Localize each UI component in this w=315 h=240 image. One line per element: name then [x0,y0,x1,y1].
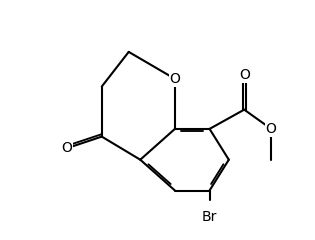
Text: O: O [169,72,180,86]
Text: O: O [266,122,277,136]
Text: O: O [239,68,250,82]
Text: O: O [62,141,72,155]
Text: Br: Br [202,210,217,224]
